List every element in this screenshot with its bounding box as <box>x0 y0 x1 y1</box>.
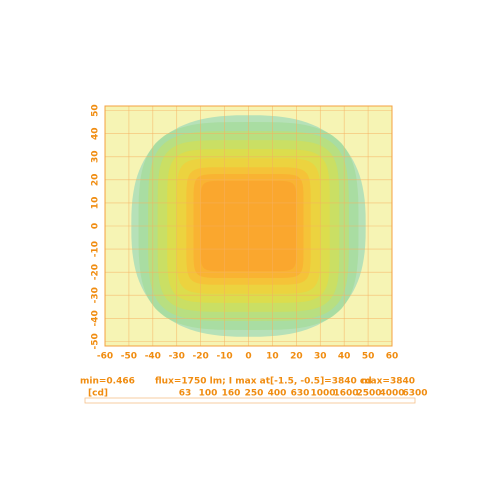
x-tick-label: -40 <box>145 352 161 362</box>
plot-frame <box>104 105 393 347</box>
x-tick-label: 10 <box>266 352 279 362</box>
legend-label: 400 <box>268 389 287 399</box>
y-tick-label: -20 <box>91 264 101 280</box>
legend-label: 1000 <box>310 389 335 399</box>
x-tick-label: -20 <box>193 352 209 362</box>
legend-bar <box>84 397 416 404</box>
legend-label: 100 <box>199 389 218 399</box>
legend-label: 1600 <box>333 389 358 399</box>
legend-label: 4000 <box>379 389 404 399</box>
x-tick-label: -30 <box>169 352 185 362</box>
x-tick-label: -10 <box>216 352 232 362</box>
unit: [cd] <box>88 389 108 399</box>
x-tick-label: -50 <box>121 352 137 362</box>
y-tick-label: 20 <box>91 174 101 187</box>
y-tick-label: 40 <box>91 127 101 140</box>
legend-label: 160 <box>222 389 241 399</box>
y-tick-label: -50 <box>91 333 101 349</box>
y-tick-label: -10 <box>91 241 101 257</box>
y-tick-label: 50 <box>91 104 101 117</box>
y-tick-label: 30 <box>91 151 101 164</box>
legend-label: 250 <box>245 389 264 399</box>
x-tick-label: -60 <box>97 352 113 362</box>
min-label: min=0.466 <box>80 377 135 387</box>
x-tick-label: 30 <box>314 352 327 362</box>
legend-label: 2500 <box>356 389 381 399</box>
legend-label: 630 <box>291 389 310 399</box>
legend-label: 6300 <box>402 389 427 399</box>
plot <box>104 105 393 347</box>
y-tick-label: 10 <box>91 197 101 210</box>
x-tick-label: 40 <box>338 352 351 362</box>
x-tick-label: 60 <box>386 352 399 362</box>
max-label: max=3840 <box>361 377 415 387</box>
y-tick-label: -40 <box>91 310 101 326</box>
y-tick-label: 0 <box>91 223 101 229</box>
x-tick-label: 50 <box>362 352 375 362</box>
info: flux=1750 lm; I max at[-1.5, -0.5]=3840 … <box>155 377 372 387</box>
legend-label: 63 <box>179 389 192 399</box>
x-tick-label: 20 <box>290 352 303 362</box>
y-tick-label: -30 <box>91 287 101 303</box>
x-tick-label: 0 <box>245 352 251 362</box>
